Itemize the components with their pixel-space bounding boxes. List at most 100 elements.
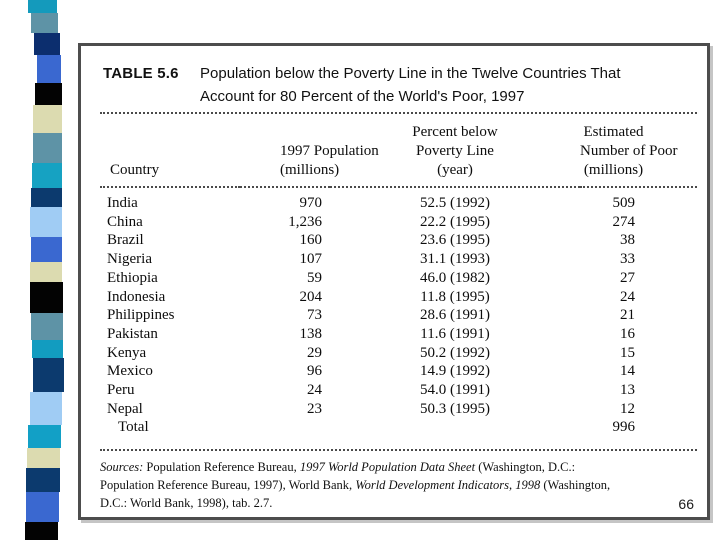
cell-poor: 38 bbox=[620, 232, 635, 249]
cell-poor: 15 bbox=[620, 344, 635, 361]
cell-population bbox=[240, 418, 330, 437]
slide-page-number: 66 bbox=[678, 496, 694, 512]
table-row: Ethiopia 59 46.0 (1982) 27 bbox=[100, 269, 697, 288]
cell-country: China bbox=[107, 213, 143, 230]
sidebar-color-block bbox=[30, 207, 62, 237]
table-row: Pakistan 138 11.6 (1991) 16 bbox=[100, 325, 697, 344]
table-caption-line1: Population below the Poverty Line in the… bbox=[200, 65, 621, 82]
cell-percent: 52.5 (1992) bbox=[420, 195, 490, 211]
cell-poor: 13 bbox=[620, 382, 635, 399]
cell-percent: 54.0 (1991) bbox=[420, 382, 490, 399]
divider-bottom bbox=[100, 449, 697, 452]
cell-percent: 50.3 (1995) bbox=[420, 400, 490, 417]
cell-percent: 31.1 (1993) bbox=[420, 251, 490, 268]
sidebar-color-block bbox=[34, 33, 60, 55]
cell-poor: 14 bbox=[620, 363, 635, 380]
cell-country: Brazil bbox=[107, 232, 144, 249]
sidebar-color-block bbox=[30, 262, 62, 282]
sidebar-color-block bbox=[30, 392, 62, 425]
cell-percent: 11.8 (1995) bbox=[420, 288, 490, 305]
table-row: China 1,236 22.2 (1995) 274 bbox=[100, 213, 697, 232]
column-header-population: 1997 Population (millions) bbox=[240, 114, 379, 188]
cell-country: Pakistan bbox=[107, 325, 158, 342]
table-row: Kenya 29 50.2 (1992) 15 bbox=[100, 344, 697, 363]
cell-percent: 11.6 (1991) bbox=[420, 325, 490, 342]
cell-percent: 22.2 (1995) bbox=[420, 213, 490, 230]
sources-title: World Development Indicators, 1998 bbox=[355, 478, 541, 493]
table-title: TABLE 5.6 Population below the Poverty L… bbox=[103, 62, 697, 108]
cell-country: Nepal bbox=[107, 400, 143, 417]
cell-country: Nigeria bbox=[107, 251, 152, 268]
cell-country: India bbox=[107, 195, 138, 211]
table-row: Brazil 160 23.6 (1995) 38 bbox=[100, 231, 697, 250]
sidebar-color-block bbox=[27, 448, 60, 468]
table-row: Peru 24 54.0 (1991) 13 bbox=[100, 381, 697, 400]
sidebar-color-block bbox=[28, 425, 61, 448]
cell-percent bbox=[330, 418, 580, 437]
sources-text: (Washington, D.C.: bbox=[475, 460, 576, 475]
decorative-sidebar bbox=[24, 0, 70, 540]
cell-poor: 12 bbox=[620, 400, 635, 417]
sidebar-color-block bbox=[31, 13, 58, 33]
sources-line3: D.C.: World Bank, 1998), tab. 2.7. bbox=[100, 494, 697, 512]
table-row-total: Total 996 bbox=[100, 418, 697, 437]
sidebar-color-block bbox=[26, 468, 60, 492]
sidebar-color-block bbox=[26, 492, 59, 522]
table-caption: Population below the Poverty Line in the… bbox=[200, 62, 621, 108]
cell-percent: 23.6 (1995) bbox=[420, 232, 490, 249]
table-panel: TABLE 5.6 Population below the Poverty L… bbox=[78, 43, 710, 520]
sidebar-color-block bbox=[31, 237, 62, 262]
table-number-label: TABLE 5.6 bbox=[103, 65, 179, 82]
cell-population: 96 bbox=[307, 363, 322, 380]
cell-population: 59 bbox=[307, 269, 322, 286]
cell-percent: 50.2 (1992) bbox=[420, 344, 490, 361]
sources-title: 1997 World Population Data Sheet bbox=[299, 460, 476, 475]
sources-text: D.C.: World Bank, 1998), tab. 2.7. bbox=[100, 496, 273, 511]
sources-text: Population Reference Bureau, bbox=[146, 460, 300, 475]
sources-line2: Population Reference Bureau, 1997), Worl… bbox=[100, 476, 697, 494]
sidebar-color-block bbox=[32, 340, 63, 358]
sidebar-color-block bbox=[37, 55, 61, 83]
sidebar-color-block bbox=[28, 0, 57, 13]
table-row: Philippines 73 28.6 (1991) 21 bbox=[100, 306, 697, 325]
sidebar-color-block bbox=[33, 133, 62, 163]
sidebar-color-block bbox=[32, 163, 62, 188]
sources-text: Population Reference Bureau, 1997), Worl… bbox=[100, 478, 356, 493]
sources-line1: Sources: Population Reference Bureau, 19… bbox=[100, 458, 697, 476]
table-row: Nepal 23 50.3 (1995) 12 bbox=[100, 400, 697, 419]
sidebar-color-block bbox=[33, 358, 64, 392]
cell-country: Indonesia bbox=[107, 288, 166, 305]
cell-population: 107 bbox=[299, 251, 323, 268]
cell-country: Philippines bbox=[107, 307, 175, 324]
cell-country: Kenya bbox=[107, 344, 147, 361]
table-row: Indonesia 204 11.8 (1995) 24 bbox=[100, 288, 697, 307]
cell-poor: 274 bbox=[612, 213, 636, 230]
sidebar-color-block bbox=[33, 105, 62, 133]
cell-poor: 21 bbox=[620, 307, 635, 324]
column-header-poor: Estimated Number of Poor (millions) bbox=[580, 114, 697, 188]
cell-country: Ethiopia bbox=[107, 269, 158, 286]
cell-poor: 16 bbox=[620, 325, 635, 342]
sources-note: Sources: Population Reference Bureau, 19… bbox=[100, 458, 697, 512]
sources-text: (Washington, bbox=[540, 478, 611, 493]
table-row: India 970 52.5 (1992) 509 bbox=[100, 187, 697, 213]
sidebar-color-block bbox=[31, 188, 62, 207]
cell-poor: 509 bbox=[612, 195, 636, 211]
cell-percent: 46.0 (1982) bbox=[420, 269, 490, 286]
cell-population: 73 bbox=[307, 307, 322, 324]
cell-population: 138 bbox=[299, 325, 323, 342]
cell-country: Mexico bbox=[107, 363, 153, 380]
divider-top bbox=[100, 112, 697, 114]
table-caption-line2: Account for 80 Percent of the World's Po… bbox=[200, 88, 525, 105]
cell-country: Peru bbox=[107, 382, 135, 399]
cell-country: Total bbox=[118, 419, 149, 436]
sources-label: Sources: bbox=[100, 460, 147, 475]
cell-poor: 24 bbox=[620, 288, 635, 305]
sidebar-color-block bbox=[30, 282, 63, 313]
column-header-country: Country bbox=[100, 114, 240, 188]
cell-population: 29 bbox=[307, 344, 322, 361]
table-row: Nigeria 107 31.1 (1993) 33 bbox=[100, 250, 697, 269]
cell-poor: 996 bbox=[612, 419, 636, 436]
cell-population: 160 bbox=[299, 232, 323, 249]
cell-percent: 14.9 (1992) bbox=[420, 363, 490, 380]
